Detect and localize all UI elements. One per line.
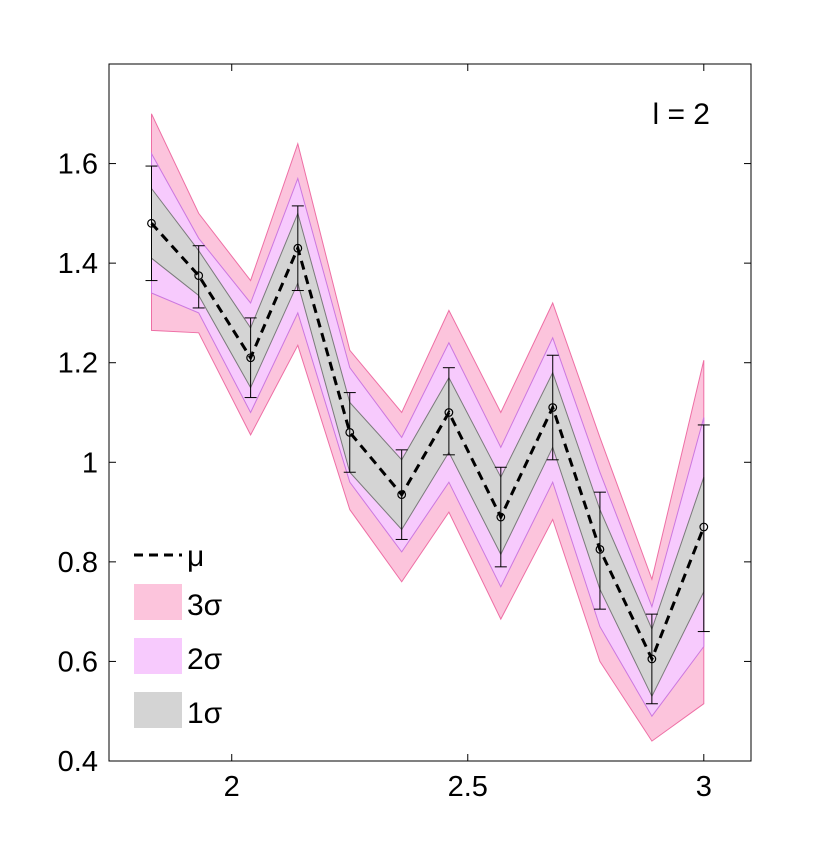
annotation-label: l = 2 (652, 98, 710, 131)
y-tick-label-4: 1.2 (58, 348, 98, 380)
plot-frame (108, 63, 752, 762)
data-point-1 (194, 271, 204, 280)
y-tick-label-5: 1.4 (58, 248, 98, 280)
y-tick-label-6: 1.6 (58, 149, 98, 181)
legend-label-mean: μ (187, 540, 204, 573)
mean-line-group (150, 222, 706, 663)
x-tick-label-2: 3 (696, 771, 712, 803)
y-tick-label-2: 0.8 (58, 547, 98, 579)
data-point-6 (444, 408, 454, 417)
data-point-11 (699, 522, 709, 532)
data-point-7 (496, 512, 506, 522)
legend-1sigma-swatch (134, 692, 182, 728)
legend-label-3sigma: 3σ (187, 589, 223, 622)
x-tick-label-0: 2 (224, 771, 240, 803)
legend-label-2sigma: 2σ (187, 643, 223, 676)
y-axis: 0.4 0.6 0.8 1 1.2 1.4 1.6 (58, 149, 751, 778)
data-point-9 (595, 545, 605, 554)
legend-2sigma-swatch (134, 638, 182, 674)
data-point-8 (548, 403, 558, 412)
data-point-4 (345, 428, 355, 437)
y-tick-label-3: 1 (82, 447, 98, 479)
data-point-2 (246, 353, 256, 363)
y-tick-label-0: 0.4 (58, 746, 98, 778)
data-point-10 (647, 654, 657, 664)
mean-line (150, 222, 706, 663)
data-point-0 (147, 218, 156, 228)
data-point-5 (397, 490, 407, 500)
y-tick-label-1: 0.6 (58, 646, 98, 678)
error-bars (145, 165, 710, 705)
legend: μ 3σ 2σ 1σ (134, 540, 223, 730)
legend-label-1sigma: 1σ (187, 697, 223, 730)
x-tick-label-1: 2.5 (448, 771, 488, 803)
x-axis: 2 2.5 3 (224, 64, 712, 803)
legend-3sigma-swatch (134, 584, 182, 620)
observation-markers (147, 218, 709, 664)
data-point-3 (293, 243, 303, 253)
